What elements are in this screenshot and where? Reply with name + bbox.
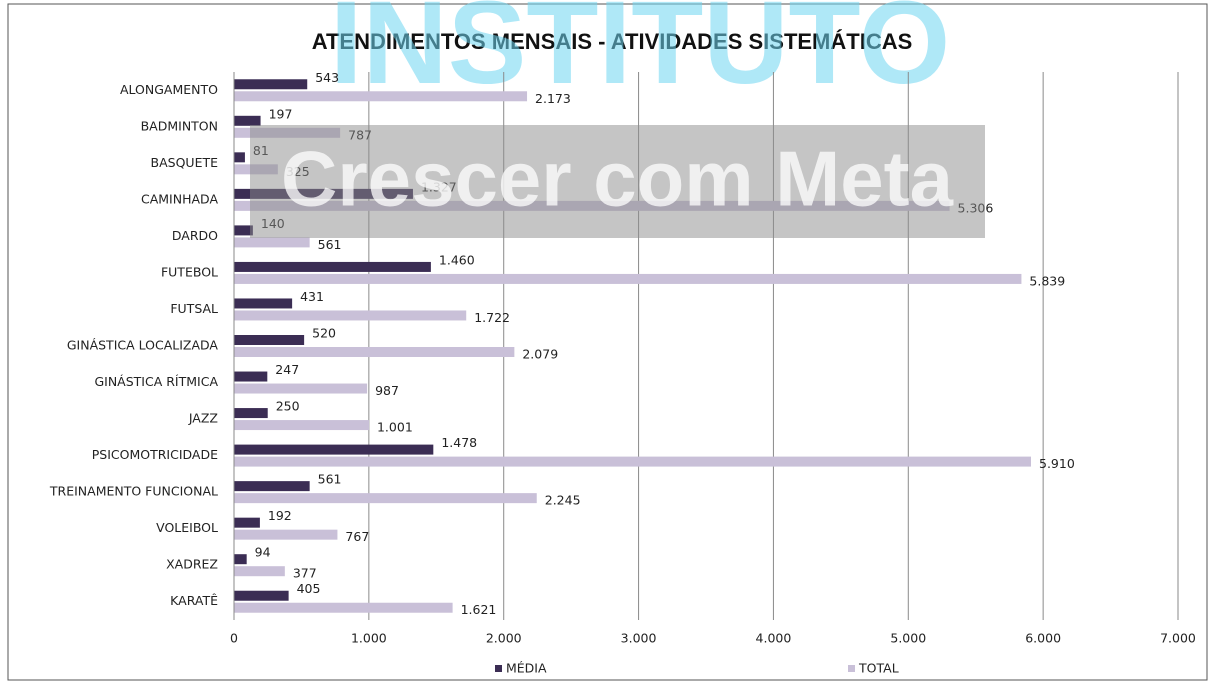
bar — [234, 152, 245, 163]
bar — [234, 115, 261, 126]
bar — [234, 91, 528, 102]
bar — [234, 261, 431, 272]
watermark-text: Crescer com Meta — [281, 135, 954, 223]
watermark-box — [250, 125, 985, 238]
y-tick-label: DARDO — [172, 228, 218, 243]
x-tick-label: 7.000 — [1160, 631, 1196, 646]
x-tick-label: 6.000 — [1025, 631, 1061, 646]
bar — [234, 493, 537, 504]
data-label: 5.839 — [1029, 273, 1065, 288]
data-label: 197 — [269, 106, 293, 121]
bar — [234, 566, 285, 577]
bar — [234, 481, 310, 492]
data-label: 5.910 — [1039, 456, 1075, 471]
data-label: 94 — [255, 545, 271, 560]
legend-label: MÉDIA — [506, 661, 547, 676]
data-label: 431 — [300, 289, 324, 304]
x-tick-label: 5.000 — [890, 631, 926, 646]
bar — [234, 237, 310, 248]
bar — [234, 383, 368, 394]
chart-title: ATENDIMENTOS MENSAIS - ATIVIDADES SISTEM… — [312, 29, 913, 54]
bar — [234, 602, 453, 613]
bar — [234, 298, 293, 309]
data-label: 1.621 — [461, 602, 497, 617]
bar — [234, 335, 305, 345]
y-tick-label: XADREZ — [166, 557, 218, 572]
x-tick-label: 2.000 — [486, 631, 522, 646]
data-label: 250 — [276, 399, 300, 414]
y-tick-label: FUTSAL — [170, 301, 218, 316]
y-tick-label: KARATÊ — [170, 593, 218, 608]
data-label: 2.173 — [535, 91, 571, 106]
y-tick-label: BASQUETE — [151, 155, 219, 170]
bar — [234, 420, 369, 431]
y-tick-label: PSICOMOTRICIDADE — [92, 447, 218, 462]
data-label: 247 — [275, 362, 299, 377]
chart-frame — [7, 3, 1208, 681]
bar — [234, 347, 515, 357]
data-label: 405 — [297, 581, 321, 596]
bar — [234, 79, 308, 90]
y-tick-label: TREINAMENTO FUNCIONAL — [49, 484, 218, 499]
x-tick-label: 4.000 — [756, 631, 792, 646]
data-label: 1.478 — [441, 435, 477, 450]
bar — [234, 371, 268, 382]
data-label: 1.460 — [439, 252, 475, 267]
x-tick-label: 0 — [230, 631, 238, 646]
bar — [234, 529, 338, 540]
data-label: 987 — [375, 383, 399, 398]
y-tick-label: GINÁSTICA LOCALIZADA — [67, 338, 219, 353]
bar — [234, 408, 268, 419]
y-tick-label: JAZZ — [188, 411, 218, 426]
legend-swatch — [848, 665, 855, 672]
y-tick-label: VOLEIBOL — [156, 520, 218, 535]
y-tick-label: GINÁSTICA RÍTMICA — [94, 374, 218, 389]
bar — [234, 554, 247, 565]
y-tick-label: FUTEBOL — [161, 264, 218, 279]
data-label: 1.722 — [474, 310, 510, 325]
data-label: 767 — [345, 529, 369, 544]
bar — [234, 590, 289, 601]
y-tick-label: CAMINHADA — [141, 191, 218, 206]
data-label: 561 — [318, 472, 342, 487]
x-tick-label: 1.000 — [351, 631, 387, 646]
legend-swatch — [495, 665, 502, 672]
legend-label: TOTAL — [858, 661, 899, 676]
data-label: 543 — [315, 70, 339, 85]
data-label: 2.079 — [522, 347, 558, 362]
data-label: 561 — [318, 237, 342, 252]
bar — [234, 273, 1022, 284]
data-label: 192 — [268, 508, 292, 523]
data-label: 1.001 — [377, 420, 413, 435]
data-label: 377 — [293, 566, 317, 581]
bar — [234, 310, 467, 321]
bar — [234, 456, 1032, 467]
bar — [234, 225, 253, 236]
y-tick-label: BADMINTON — [141, 118, 218, 133]
data-label: 2.245 — [545, 493, 581, 508]
x-tick-label: 3.000 — [621, 631, 657, 646]
bar — [234, 517, 260, 528]
watermark-text: INSTITUTO — [330, 0, 951, 109]
bar — [234, 444, 434, 455]
data-label: 520 — [312, 326, 336, 341]
y-tick-label: ALONGAMENTO — [120, 82, 218, 97]
